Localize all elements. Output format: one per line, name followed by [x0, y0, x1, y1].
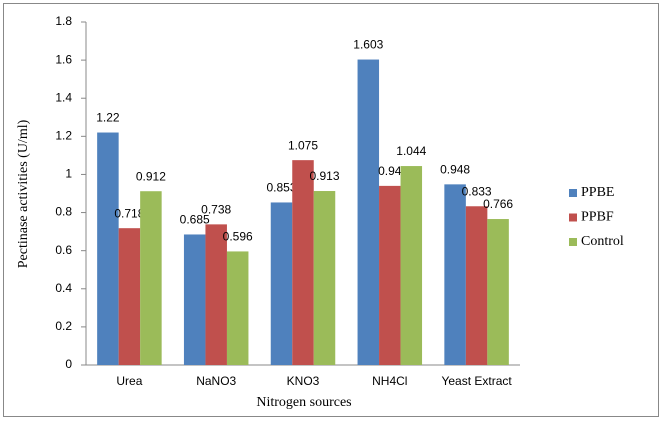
y-tick-label: 1.4: [55, 90, 72, 104]
legend-swatch: [569, 189, 577, 197]
x-axis-title: Nitrogen sources: [256, 395, 351, 410]
value-label: 1.603: [353, 38, 383, 52]
value-label: 1.075: [288, 138, 318, 152]
bar: [140, 191, 162, 365]
bar: [226, 251, 249, 365]
bar: [292, 160, 314, 365]
y-tick-label: 1: [65, 167, 72, 181]
y-tick-label: 1.2: [55, 129, 72, 143]
bar: [97, 132, 119, 365]
bar: [205, 224, 227, 365]
y-tick-label: 1.8: [55, 14, 72, 28]
x-tick-label: NH4Cl: [372, 374, 407, 388]
value-label: 0.596: [223, 230, 253, 244]
y-tick-label: 0.4: [55, 281, 72, 295]
value-label: 1.22: [96, 111, 120, 125]
bar: [465, 206, 488, 365]
legend-label: Control: [581, 234, 624, 249]
y-tick-label: 0.2: [55, 319, 72, 333]
bar: [270, 202, 293, 365]
legend-swatch: [569, 213, 577, 222]
y-tick-label: 0.8: [55, 205, 72, 219]
value-label: 0.718: [114, 206, 144, 220]
x-tick-label: NaNO3: [196, 374, 236, 388]
x-tick-label: Yeast Extract: [441, 374, 512, 388]
bar: [444, 184, 466, 365]
legend-label: PPBF: [581, 210, 614, 225]
bar: [357, 59, 380, 366]
bar: [379, 185, 401, 365]
value-label: 0.912: [136, 169, 166, 183]
value-label: 0.94: [378, 164, 402, 178]
chart-border: [3, 3, 659, 417]
value-label: 0.948: [440, 163, 470, 177]
bar: [313, 191, 336, 365]
y-axis-title: Pectinase activities (U/ml): [16, 119, 31, 268]
value-label: 0.685: [180, 213, 210, 227]
value-label: 0.833: [462, 184, 492, 198]
value-label: 0.853: [266, 181, 296, 195]
y-tick-label: 0: [65, 357, 72, 371]
bar: [118, 228, 141, 365]
value-label: 0.766: [483, 197, 513, 211]
bar: [487, 219, 509, 365]
y-tick-label: 1.6: [55, 52, 72, 66]
value-label: 1.044: [396, 144, 426, 158]
legend-swatch: [569, 238, 577, 246]
value-label: 0.913: [309, 169, 339, 183]
value-label: 0.738: [201, 203, 231, 217]
x-tick-label: KNO3: [287, 374, 320, 388]
bar: [183, 234, 206, 365]
bar: [400, 166, 423, 365]
y-tick-label: 0.6: [55, 243, 72, 257]
x-tick-label: Urea: [116, 374, 142, 388]
legend-label: PPBE: [581, 185, 614, 200]
